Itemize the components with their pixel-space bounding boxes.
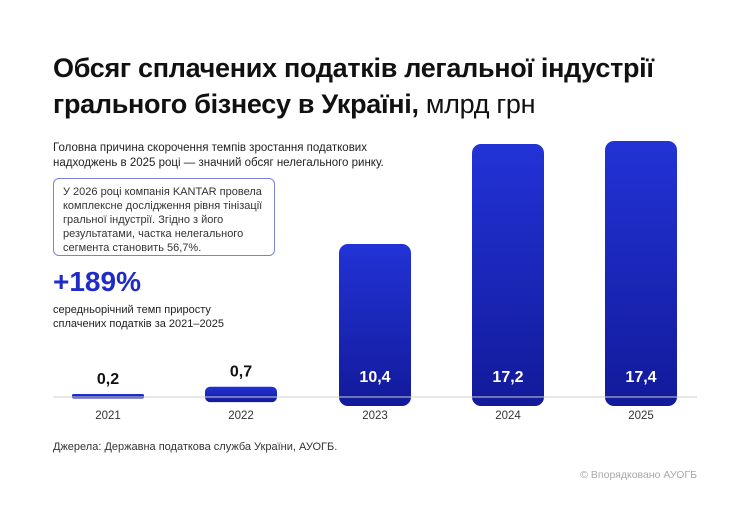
x-tick-2025: 2025 [628, 410, 654, 422]
x-tick-2023: 2023 [362, 410, 388, 422]
x-tick-2022: 2022 [228, 410, 254, 422]
chart-title: Обсяг сплачених податків легальної індус… [53, 50, 733, 122]
bar-2024 [472, 143, 544, 406]
x-tick-2021: 2021 [95, 410, 121, 422]
value-label-2022: 0,7 [230, 364, 252, 381]
lead-text: Головна причина скорочення темпів зроста… [53, 142, 384, 169]
value-label-2025: 17,4 [625, 369, 656, 386]
title-main: Обсяг сплачених податків легальної індус… [53, 53, 654, 119]
title-unit: млрд грн [425, 89, 536, 119]
x-tick-2024: 2024 [495, 410, 521, 422]
value-label-2023: 10,4 [359, 369, 390, 386]
copyright-text: © Впорядковано АУОГБ [580, 469, 697, 481]
kpi-label: середньорічний темп приросту сплачених п… [53, 304, 224, 330]
bar-2025 [605, 141, 677, 406]
bar-2021 [72, 394, 144, 399]
source-text: Джерела: Державна податкова служба Украї… [53, 441, 338, 453]
value-label-2021: 0,2 [97, 371, 119, 388]
bar-2023 [339, 243, 411, 406]
value-label-2024: 17,2 [492, 369, 523, 386]
note-text: У 2026 році компанія KANTAR провела комп… [63, 186, 263, 254]
note-box: У 2026 році компанія KANTAR провела комп… [53, 178, 275, 256]
kpi-value: +189% [53, 266, 141, 297]
bar-2022 [205, 386, 277, 403]
